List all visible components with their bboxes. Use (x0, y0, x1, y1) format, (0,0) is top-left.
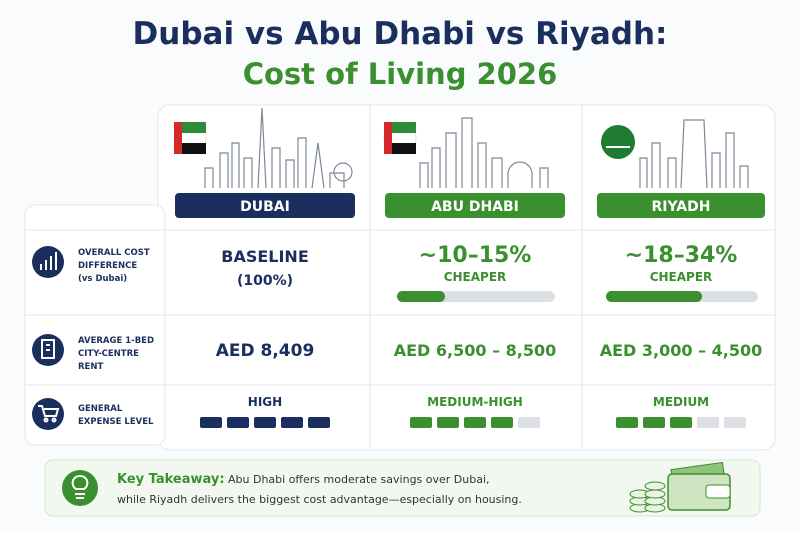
level-segment (643, 417, 665, 428)
level-segment (697, 417, 719, 428)
row-label: AVERAGE 1-BED (78, 336, 154, 346)
takeaway-box (44, 459, 761, 517)
flag-ksa (601, 125, 635, 159)
level-segment (518, 417, 540, 428)
flag-uae (383, 121, 417, 155)
level-meter (410, 417, 540, 428)
rent: AED 6,500 – 8,500 (394, 341, 557, 360)
level-segment (308, 417, 330, 428)
cell-sub: CHEAPER (444, 270, 507, 284)
level-segment (616, 417, 638, 428)
title: Dubai vs Abu Dhabi vs Riyadh: (133, 16, 668, 52)
level-segment (410, 417, 432, 428)
column-title: RIYADH (652, 199, 711, 215)
dividers (25, 105, 775, 450)
takeaway-text: while Riyadh delivers the biggest cost a… (117, 493, 522, 506)
progress-fill (606, 291, 702, 302)
level-segment (491, 417, 513, 428)
expense-level: MEDIUM-HIGH (427, 395, 523, 409)
rent: AED 3,000 – 4,500 (600, 341, 763, 360)
row-label: RENT (78, 362, 103, 372)
column-header (385, 193, 565, 218)
flag-uae (173, 121, 207, 155)
cell-main: ~18–34% (625, 243, 738, 268)
level-segment (724, 417, 746, 428)
bulb (71, 475, 89, 499)
cell-main: BASELINE (221, 247, 309, 266)
level-segment (227, 417, 249, 428)
cell-sub: CHEAPER (650, 270, 713, 284)
expense-level: MEDIUM (653, 395, 709, 409)
level-segment (200, 417, 222, 428)
level-segment (464, 417, 486, 428)
row-label: EXPENSE LEVEL (78, 417, 154, 427)
wallet-icon (629, 461, 731, 513)
level-segment (254, 417, 276, 428)
row-label: DIFFERENCE (78, 261, 137, 271)
takeaway-text: Abu Dhabi offers moderate savings over D… (228, 473, 490, 486)
takeaway-heading: Key Takeaway: (117, 472, 225, 487)
level-segment (437, 417, 459, 428)
column-title: ABU DHABI (431, 199, 519, 215)
row-icon (32, 246, 64, 278)
level-meter (616, 417, 746, 428)
subtitle: Cost of Living 2026 (243, 57, 558, 91)
row-label: GENERAL (78, 404, 123, 414)
cell-sub: (100%) (237, 273, 293, 289)
level-segment (670, 417, 692, 428)
row-label: (vs Dubai) (78, 274, 127, 284)
skylines (204, 107, 749, 189)
column-header (175, 193, 355, 218)
column-header (597, 193, 765, 218)
icon-glyphs (38, 252, 60, 423)
expense-level: HIGH (248, 395, 282, 409)
column-title: DUBAI (240, 199, 290, 215)
rent: AED 8,409 (216, 341, 315, 361)
row-icon (32, 398, 64, 430)
cell-main: ~10–15% (419, 243, 532, 268)
progress-fill (397, 291, 445, 302)
level-segment (281, 417, 303, 428)
row-label: OVERALL COST (78, 248, 150, 258)
row-label: CITY-CENTRE (78, 349, 139, 359)
level-meter (200, 417, 330, 428)
